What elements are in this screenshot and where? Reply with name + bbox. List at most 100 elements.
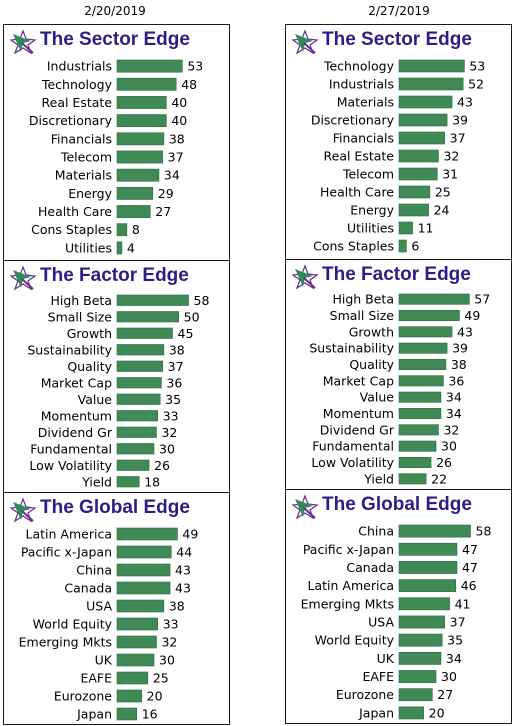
bar (116, 635, 157, 649)
category-label: UK (95, 653, 113, 668)
value-label: 35 (165, 392, 181, 407)
category-label: Emerging Mkts (301, 596, 394, 611)
category-label: Canada (64, 581, 112, 596)
bar (116, 393, 161, 405)
panel-title: The Sector Edge (322, 29, 472, 50)
value-label: 34 (164, 168, 180, 183)
bar (116, 223, 128, 237)
bar (398, 473, 427, 485)
bar (116, 527, 178, 541)
bar (398, 95, 453, 109)
value-label: 53 (469, 59, 485, 74)
panel-sector-edge: The Sector Edge Technology 53 Industrials 5… (285, 24, 512, 260)
bar (116, 443, 155, 455)
value-label: 34 (446, 390, 462, 405)
bar (398, 457, 432, 468)
bar (116, 186, 154, 200)
category-label: Fundamental (30, 441, 112, 456)
category-label: EAFE (362, 669, 394, 684)
bar (116, 168, 160, 182)
category-label: Cons Staples (313, 239, 394, 254)
category-label: Pacific x-Japan (21, 545, 112, 560)
category-label: Latin America (26, 527, 112, 542)
bar (398, 375, 444, 387)
bar (398, 524, 471, 538)
bar (398, 579, 457, 593)
category-label: Real Estate (42, 95, 113, 110)
value-label: 32 (443, 149, 459, 164)
panel-global-edge: The Global Edge China 58 Pacific x-Japan 47… (285, 489, 512, 724)
bar (116, 671, 149, 685)
panel-title: The Global Edge (322, 494, 472, 515)
category-label: China (358, 524, 394, 539)
category-label: Fundamental (312, 439, 394, 454)
bar-chart: Technology 53 Industrials 52 Materials 43 Disc… (311, 59, 485, 254)
value-label: 39 (452, 113, 468, 128)
category-label: Quality (349, 357, 394, 372)
value-label: 37 (450, 131, 466, 146)
value-label: 4 (127, 240, 135, 255)
bar (116, 581, 171, 595)
category-label: China (76, 563, 112, 578)
bar (116, 77, 177, 91)
category-label: Financials (51, 131, 112, 146)
panel-global-edge: The Global Edge Latin America 49 Pacific x… (3, 492, 230, 725)
category-label: Momentum (41, 408, 112, 423)
category-label: Sustainability (27, 342, 112, 357)
bar (398, 131, 445, 145)
value-label: 57 (474, 292, 490, 307)
category-label: Utilities (347, 221, 394, 236)
category-label: Latin America (308, 578, 394, 593)
bar (116, 241, 123, 255)
category-label: Value (78, 392, 113, 407)
category-label: Market Cap (323, 373, 394, 388)
bar (116, 410, 159, 422)
bar (116, 59, 183, 73)
arrow-logo-icon (291, 494, 319, 520)
category-label: Telecom (342, 167, 394, 182)
category-label: Value (360, 390, 395, 405)
value-label: 52 (468, 77, 484, 92)
category-label: Growth (349, 324, 394, 339)
category-label: Japan (76, 707, 112, 722)
category-label: Energy (350, 203, 394, 218)
bar (116, 476, 140, 488)
category-label: Yield (363, 471, 394, 486)
bar (398, 424, 439, 436)
category-label: Industrials (329, 77, 394, 92)
bar (398, 359, 447, 370)
bar (398, 113, 448, 127)
panel-sector-edge: The Sector Edge Industrials 53 Technology 4… (3, 24, 230, 261)
category-label: Quality (67, 359, 112, 374)
value-label: 32 (161, 425, 177, 440)
value-label: 26 (436, 455, 452, 470)
bar (116, 426, 157, 438)
arrow-logo-icon (9, 265, 37, 291)
bar (116, 311, 179, 323)
category-label: Financials (333, 131, 394, 146)
value-label: 18 (144, 474, 160, 489)
value-label: 43 (457, 95, 473, 110)
panel-title: The Global Edge (40, 497, 190, 518)
bar (116, 327, 173, 339)
category-label: Discretionary (29, 113, 113, 128)
value-label: 37 (168, 359, 184, 374)
bar (116, 545, 172, 559)
category-label: Real Estate (324, 149, 395, 164)
value-label: 27 (155, 204, 171, 219)
bar (116, 344, 165, 356)
bar (116, 132, 165, 146)
date-label-left: 2/20/2019 (84, 4, 146, 18)
value-label: 11 (418, 221, 434, 236)
bar (398, 542, 458, 556)
value-label: 48 (181, 77, 197, 92)
value-label: 43 (175, 563, 191, 578)
bar (398, 633, 443, 647)
arrow-logo-icon (291, 264, 319, 290)
value-label: 40 (171, 95, 187, 110)
bar (398, 310, 460, 321)
value-label: 26 (154, 458, 170, 473)
value-label: 30 (159, 441, 175, 456)
value-label: 36 (448, 373, 464, 388)
